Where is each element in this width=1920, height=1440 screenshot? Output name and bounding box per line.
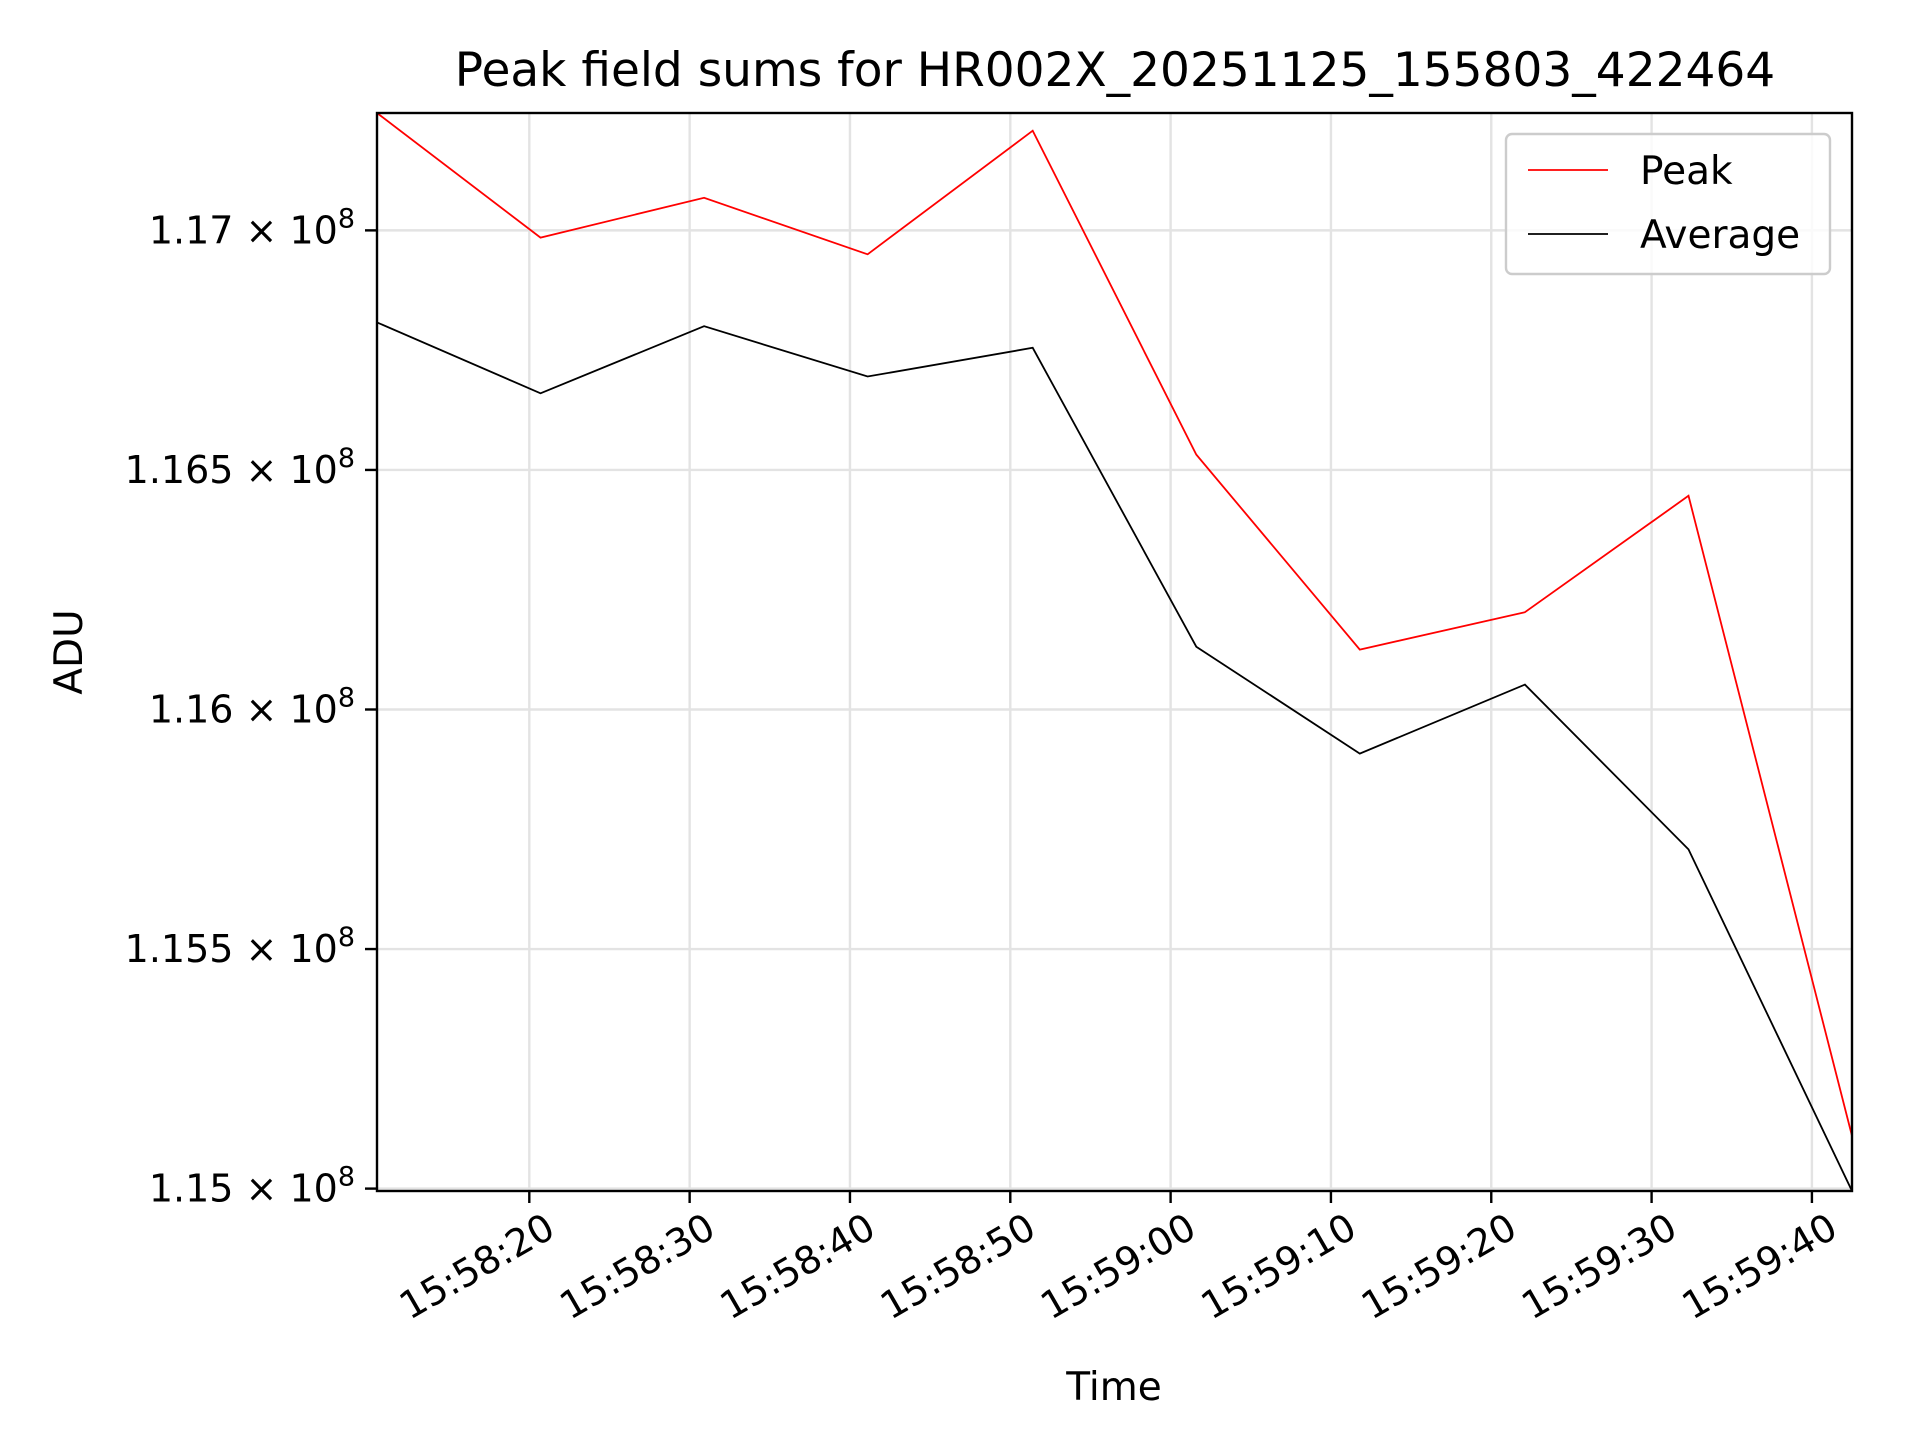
series-line-average <box>377 321 1852 1191</box>
x-axis-ticks: 15:58:2015:58:3015:58:4015:58:5015:59:00… <box>392 1191 1844 1328</box>
y-tick-label: 1.155 × 108 <box>125 922 355 971</box>
x-tick-label: 15:59:00 <box>1033 1205 1203 1328</box>
y-tick-label: 1.16 × 108 <box>149 682 355 731</box>
legend-label-peak: Peak <box>1640 149 1733 194</box>
series-line-peak <box>377 113 1852 1137</box>
x-axis-label: Time <box>1065 1365 1161 1410</box>
x-tick-label: 15:58:30 <box>552 1205 722 1328</box>
legend-label-average: Average <box>1640 213 1800 258</box>
y-tick-label: 1.165 × 108 <box>125 443 355 492</box>
y-axis-ticks: 1.15 × 108 1.155 × 108 1.16 × 108 1.165 × 1… <box>125 203 377 1211</box>
y-axis-label: ADU <box>47 609 92 694</box>
x-tick-label: 15:58:40 <box>713 1205 883 1328</box>
x-tick-label: 15:58:50 <box>873 1205 1043 1328</box>
x-tick-label: 15:59:10 <box>1194 1205 1364 1328</box>
x-tick-label: 15:59:30 <box>1514 1205 1684 1328</box>
series-layer <box>377 113 1852 1191</box>
x-tick-label: 15:59:20 <box>1354 1205 1524 1328</box>
chart-title: Peak field sums for HR002X_20251125_1558… <box>455 43 1775 98</box>
y-tick-label: 1.15 × 108 <box>149 1162 355 1211</box>
legend: Peak Average <box>1504 132 1832 276</box>
plot-frame <box>375 111 1854 1193</box>
x-tick-label: 15:59:40 <box>1675 1205 1845 1328</box>
legend-box <box>1504 132 1832 276</box>
y-tick-label: 1.17 × 108 <box>149 203 355 252</box>
x-tick-label: 15:58:20 <box>392 1205 562 1328</box>
